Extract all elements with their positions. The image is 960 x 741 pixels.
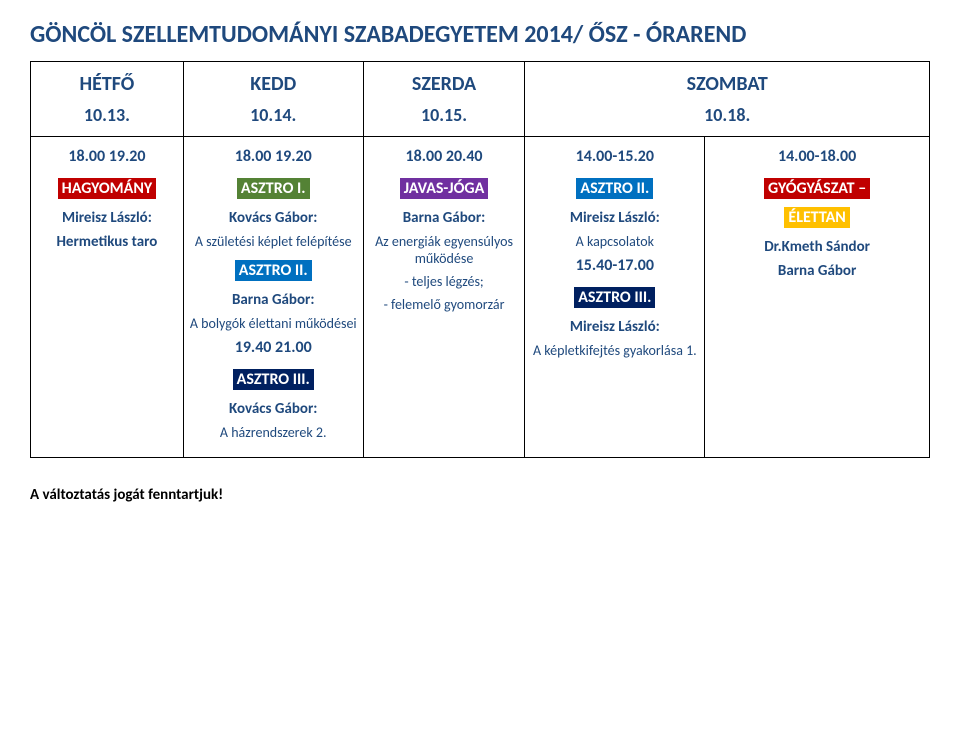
instructor: Kovács Gábor: <box>190 400 357 418</box>
course-topic: - teljes légzés; <box>370 273 519 290</box>
course-topic: Barna Gábor <box>711 262 923 280</box>
instructor: Mireisz László: <box>531 209 698 227</box>
day-label: KEDD <box>190 72 357 96</box>
time-slot: 15.40-17.00 <box>531 256 698 275</box>
head-hetfo: HÉTFŐ 10.13. <box>31 62 184 137</box>
day-label: HÉTFŐ <box>37 72 177 96</box>
instructor: Barna Gábor: <box>370 209 519 227</box>
course-topic: A bolygók élettani működései <box>190 315 357 332</box>
course-topic: Hermetikus taro <box>37 233 177 251</box>
instructor: Dr.Kmeth Sándor <box>711 238 923 256</box>
cell-hetfo: 18.00 19.20 HAGYOMÁNY Mireisz László: He… <box>31 137 184 458</box>
time-slot: 18.00 19.20 <box>37 147 177 166</box>
day-date: 10.18. <box>531 104 923 126</box>
head-kedd: KEDD 10.14. <box>183 62 363 137</box>
time-slot: 14.00-15.20 <box>531 147 698 166</box>
course-pill-hagyomany: HAGYOMÁNY <box>58 178 157 199</box>
course-pill-asztro-ii: ASZTRO II. <box>235 260 312 281</box>
day-date: 10.14. <box>190 104 357 126</box>
page-title: GÖNCÖL SZELLEMTUDOMÁNYI SZABADEGYETEM 20… <box>30 20 930 49</box>
cell-kedd: 18.00 19.20 ASZTRO I. Kovács Gábor: A sz… <box>183 137 363 458</box>
day-date: 10.13. <box>37 104 177 126</box>
cell-szombat-b: 14.00-18.00 GYÓGYÁSZAT – ÉLETTAN Dr.Kmet… <box>705 137 930 458</box>
course-topic: A képletkifejtés gyakorlása 1. <box>531 342 698 359</box>
course-pill-asztro-iii: ASZTRO III. <box>233 369 314 390</box>
course-pill-gyogyaszat: GYÓGYÁSZAT – <box>764 178 870 199</box>
course-pill-javas-joga: JAVAS-JÓGA <box>400 178 489 199</box>
course-pill-asztro-iii: ASZTRO III. <box>574 287 655 308</box>
course-topic: - felemelő gyomorzár <box>370 296 519 313</box>
instructor: Mireisz László: <box>531 318 698 336</box>
course-pill-asztro-i: ASZTRO I. <box>237 178 310 199</box>
course-topic: A születési képlet felépítése <box>190 233 357 250</box>
day-date: 10.15. <box>370 104 519 126</box>
head-szerda: SZERDA 10.15. <box>363 62 525 137</box>
time-slot: 14.00-18.00 <box>711 147 923 166</box>
time-slot: 18.00 19.20 <box>190 147 357 166</box>
instructor: Barna Gábor: <box>190 291 357 309</box>
course-pill-elettan: ÉLETTAN <box>784 207 849 228</box>
cell-szerda: 18.00 20.40 JAVAS-JÓGA Barna Gábor: Az e… <box>363 137 525 458</box>
time-slot: 19.40 21.00 <box>190 338 357 357</box>
day-label: SZERDA <box>370 72 519 96</box>
course-topic: Az energiák egyensúlyos működése <box>370 233 519 267</box>
instructor: Mireisz László: <box>37 209 177 227</box>
day-label: SZOMBAT <box>531 72 923 96</box>
course-topic: A kapcsolatok <box>531 233 698 250</box>
cell-szombat-a: 14.00-15.20 ASZTRO II. Mireisz László: A… <box>525 137 705 458</box>
course-topic: A házrendszerek 2. <box>190 424 357 441</box>
instructor: Kovács Gábor: <box>190 209 357 227</box>
head-szombat: SZOMBAT 10.18. <box>525 62 930 137</box>
footnote: A változtatás jogát fenntartjuk! <box>30 486 930 504</box>
schedule-table: HÉTFŐ 10.13. KEDD 10.14. SZERDA 10.15. S… <box>30 61 930 458</box>
time-slot: 18.00 20.40 <box>370 147 519 166</box>
course-pill-asztro-ii: ASZTRO II. <box>576 178 653 199</box>
